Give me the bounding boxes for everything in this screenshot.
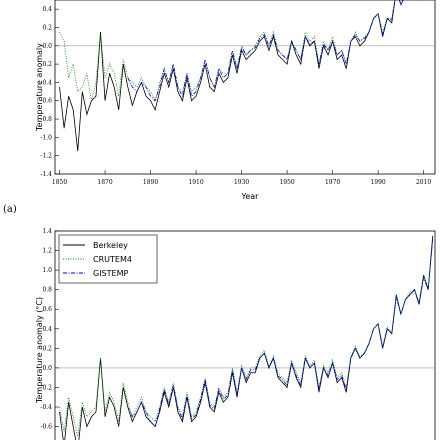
top-x-tick-label: 1870 bbox=[97, 179, 112, 186]
top-x-tick-label: 1890 bbox=[143, 179, 158, 186]
top-x-tick-label: 1930 bbox=[234, 179, 249, 186]
bottom-y-tick-label: -0.4 bbox=[40, 404, 52, 411]
top-y-tick-label: -0.6 bbox=[40, 98, 52, 105]
legend: Berkeley CRUTEM4 GISTEMP bbox=[58, 234, 158, 284]
top-x-tick-label: 1910 bbox=[188, 179, 203, 186]
top-y-tick-label: -1.4 bbox=[40, 171, 52, 178]
legend-label-berkeley: Berkeley bbox=[93, 241, 128, 250]
top-series-crutem4 bbox=[59, 0, 404, 102]
panel-label-a: (a) bbox=[3, 204, 17, 215]
top-y-tick-label: -0.2 bbox=[40, 61, 52, 68]
bottom-y-tick-label: 1.2 bbox=[42, 248, 52, 255]
top-y-tick-label: 0.0 bbox=[42, 43, 52, 50]
top-y-tick-label: 0.4 bbox=[42, 6, 52, 13]
top-series-gistemp bbox=[127, 0, 404, 102]
bottom-y-tick-label: 0.4 bbox=[42, 326, 52, 333]
bottom-panel: -0.8-0.6-0.4-0.20.00.20.40.60.81.01.21.4… bbox=[35, 228, 436, 440]
top-plot-frame bbox=[54, 0, 436, 175]
top-y-axis-label: Temperature anomaly bbox=[35, 43, 44, 132]
top-y-tick-label: 0.2 bbox=[42, 24, 52, 31]
bottom-y-tick-label: 1.0 bbox=[42, 267, 52, 274]
bottom-y-axis-label: Temperature anomaly (°C) bbox=[35, 297, 44, 404]
bottom-series-crutem4 bbox=[59, 240, 434, 437]
bottom-y-tick-label: 0.6 bbox=[42, 306, 52, 313]
legend-box bbox=[58, 234, 158, 284]
top-series-berkeley bbox=[59, 0, 420, 152]
bottom-y-tick-label: 1.4 bbox=[42, 228, 52, 235]
bottom-y-tick-label: 0.0 bbox=[42, 365, 52, 372]
bottom-y-tick-label: 0.2 bbox=[42, 345, 52, 352]
bottom-y-tick-label: -0.6 bbox=[40, 424, 52, 431]
top-x-tick-label: 1950 bbox=[279, 179, 294, 186]
top-x-axis-label: Year bbox=[241, 192, 260, 201]
top-x-tick-label: 1970 bbox=[325, 179, 340, 186]
bottom-y-tick-label: 0.8 bbox=[42, 287, 52, 294]
legend-label-crutem4: CRUTEM4 bbox=[93, 255, 132, 264]
top-panel: -1.4 -1.2 -1.0 -0.8 -0.6 -0.4 -0.2 0.0 0.2 0.4 18… bbox=[35, 0, 436, 201]
bottom-plot-frame bbox=[54, 230, 436, 440]
bottom-series-gistemp bbox=[127, 238, 434, 428]
top-y-tick-label: -1.0 bbox=[40, 134, 52, 141]
top-x-tick-label: 2010 bbox=[416, 179, 431, 186]
top-x-tick-label: 1990 bbox=[370, 179, 385, 186]
top-x-tick-label: 1850 bbox=[52, 179, 67, 186]
top-y-tick-label: -0.8 bbox=[40, 116, 52, 123]
legend-label-gistemp: GISTEMP bbox=[93, 269, 128, 278]
top-y-tick-label: -0.4 bbox=[40, 79, 52, 86]
top-y-tick-label: -1.2 bbox=[40, 153, 52, 160]
bottom-y-tick-label: -0.2 bbox=[40, 384, 52, 391]
